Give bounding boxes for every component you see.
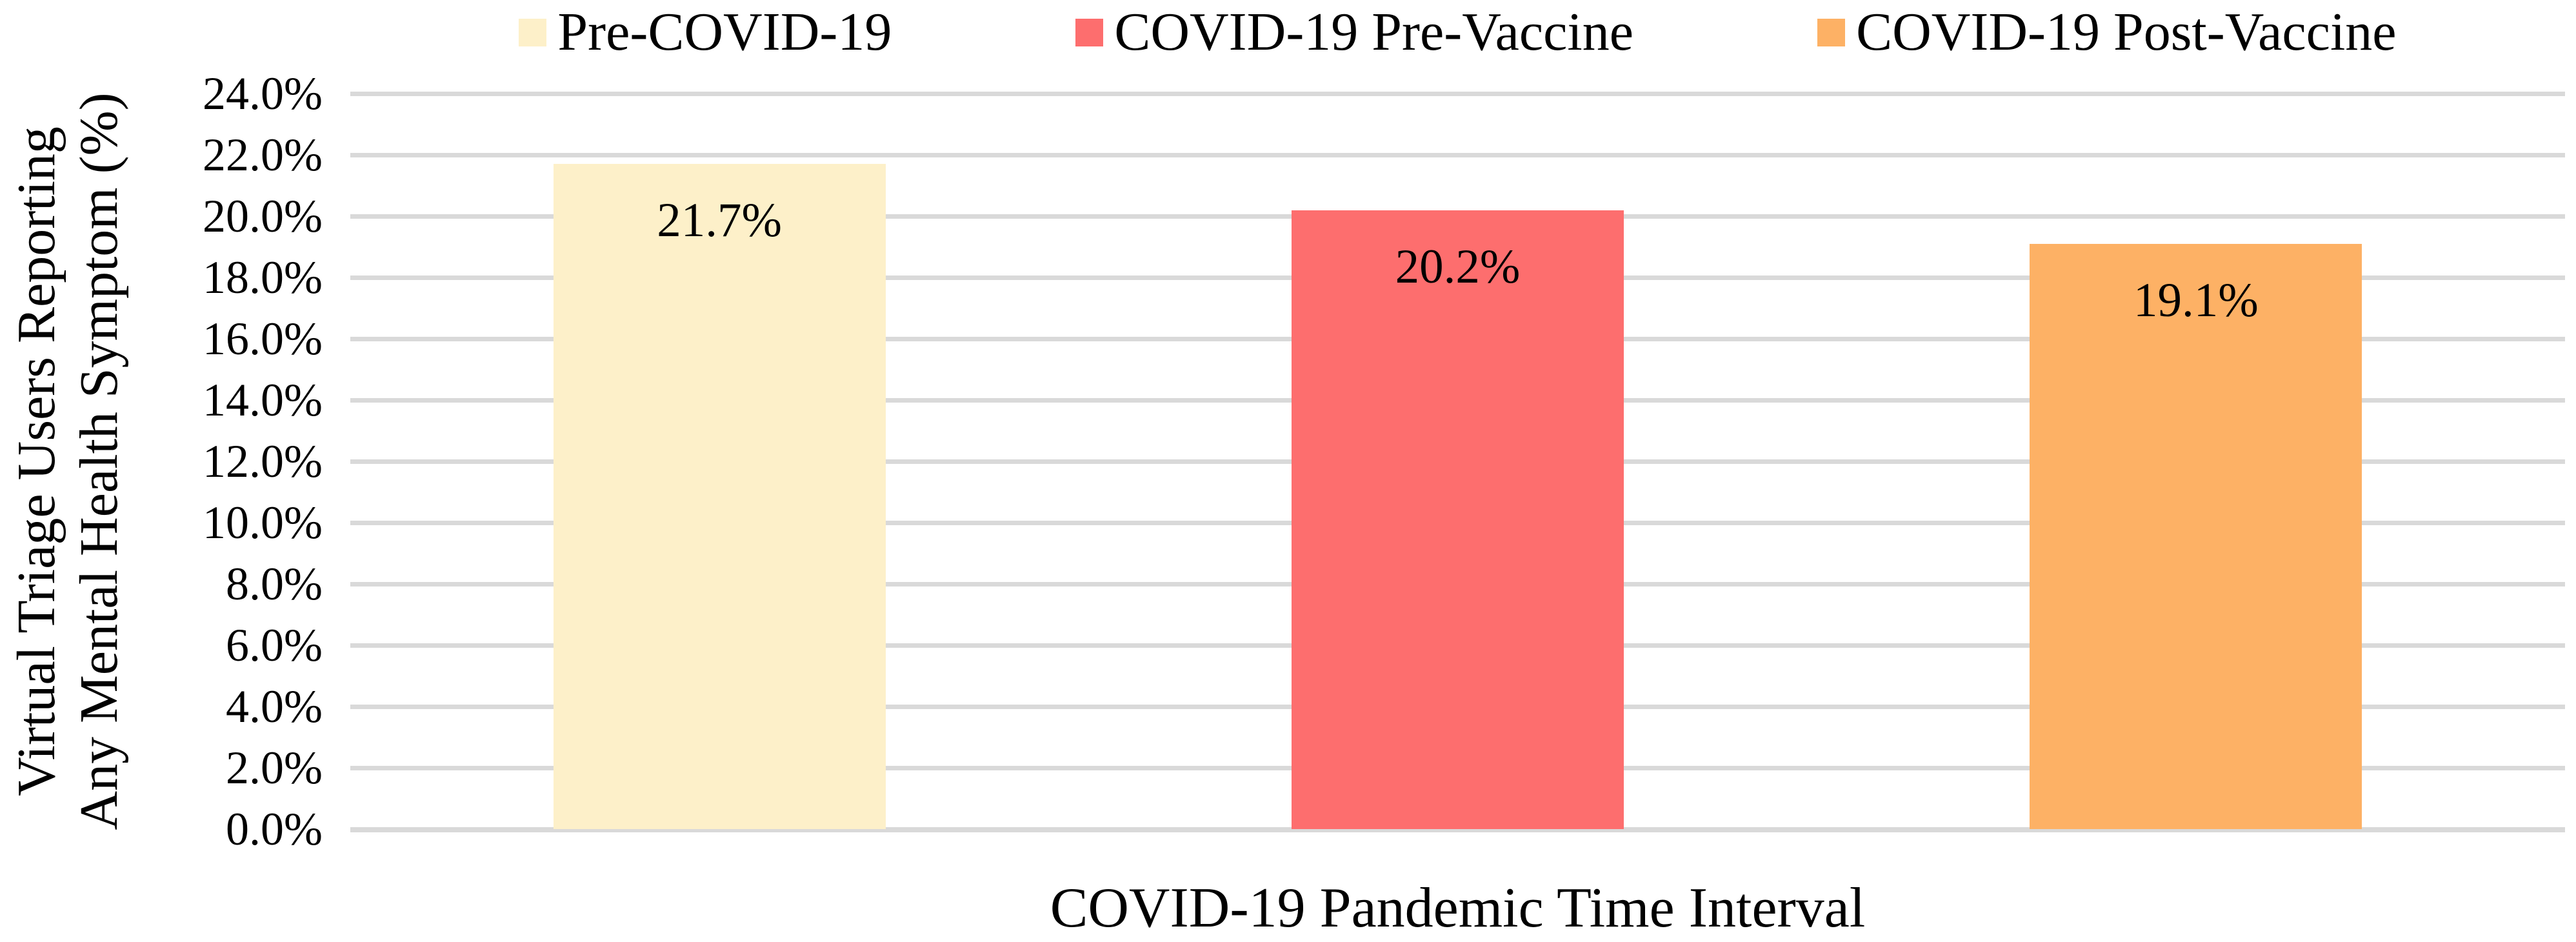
legend-swatch-icon (1075, 18, 1104, 46)
y-tick-label: 16.0% (203, 313, 323, 365)
y-tick-label: 18.0% (203, 252, 323, 303)
y-tick-label: 14.0% (203, 374, 323, 426)
bar-0 (553, 164, 886, 829)
legend-swatch-icon (519, 18, 547, 46)
y-tick-label: 2.0% (226, 742, 323, 794)
y-tick-label: 12.0% (203, 436, 323, 487)
y-tick-label: 0.0% (226, 803, 323, 855)
bar-1 (1292, 210, 1624, 829)
y-tick-label: 22.0% (203, 129, 323, 181)
y-tick-label: 24.0% (203, 68, 323, 119)
legend-item-1: COVID-19 Pre-Vaccine (1075, 0, 1633, 65)
x-axis-line (350, 827, 2565, 832)
x-axis-title: COVID-19 Pandemic Time Interval (1050, 877, 1866, 939)
y-tick-label: 4.0% (226, 681, 323, 732)
legend-item-0: Pre-COVID-19 (519, 0, 892, 65)
legend-label: COVID-19 Post-Vaccine (1856, 2, 2397, 62)
y-axis-title-line1: Virtual Triage Users Reporting (6, 126, 66, 796)
legend-label: Pre-COVID-19 (557, 2, 892, 62)
legend-item-2: COVID-19 Post-Vaccine (1817, 0, 2397, 65)
legend-label: COVID-19 Pre-Vaccine (1114, 2, 1634, 62)
y-tick-label: 6.0% (226, 619, 323, 671)
bar-2 (2030, 243, 2362, 829)
bar-data-label: 21.7% (657, 194, 783, 248)
y-tick-label: 20.0% (203, 190, 323, 242)
bar-data-label: 19.1% (2133, 273, 2259, 327)
bar-data-label: 20.2% (1395, 239, 1521, 294)
y-tick-label: 8.0% (226, 558, 323, 610)
y-tick-label: 10.0% (203, 497, 323, 548)
gridline (350, 153, 2565, 157)
gridline (350, 92, 2565, 96)
legend-swatch-icon (1817, 18, 1846, 46)
chart-legend: Pre-COVID-19 COVID-19 Pre-Vaccine COVID-19… (350, 0, 2565, 65)
